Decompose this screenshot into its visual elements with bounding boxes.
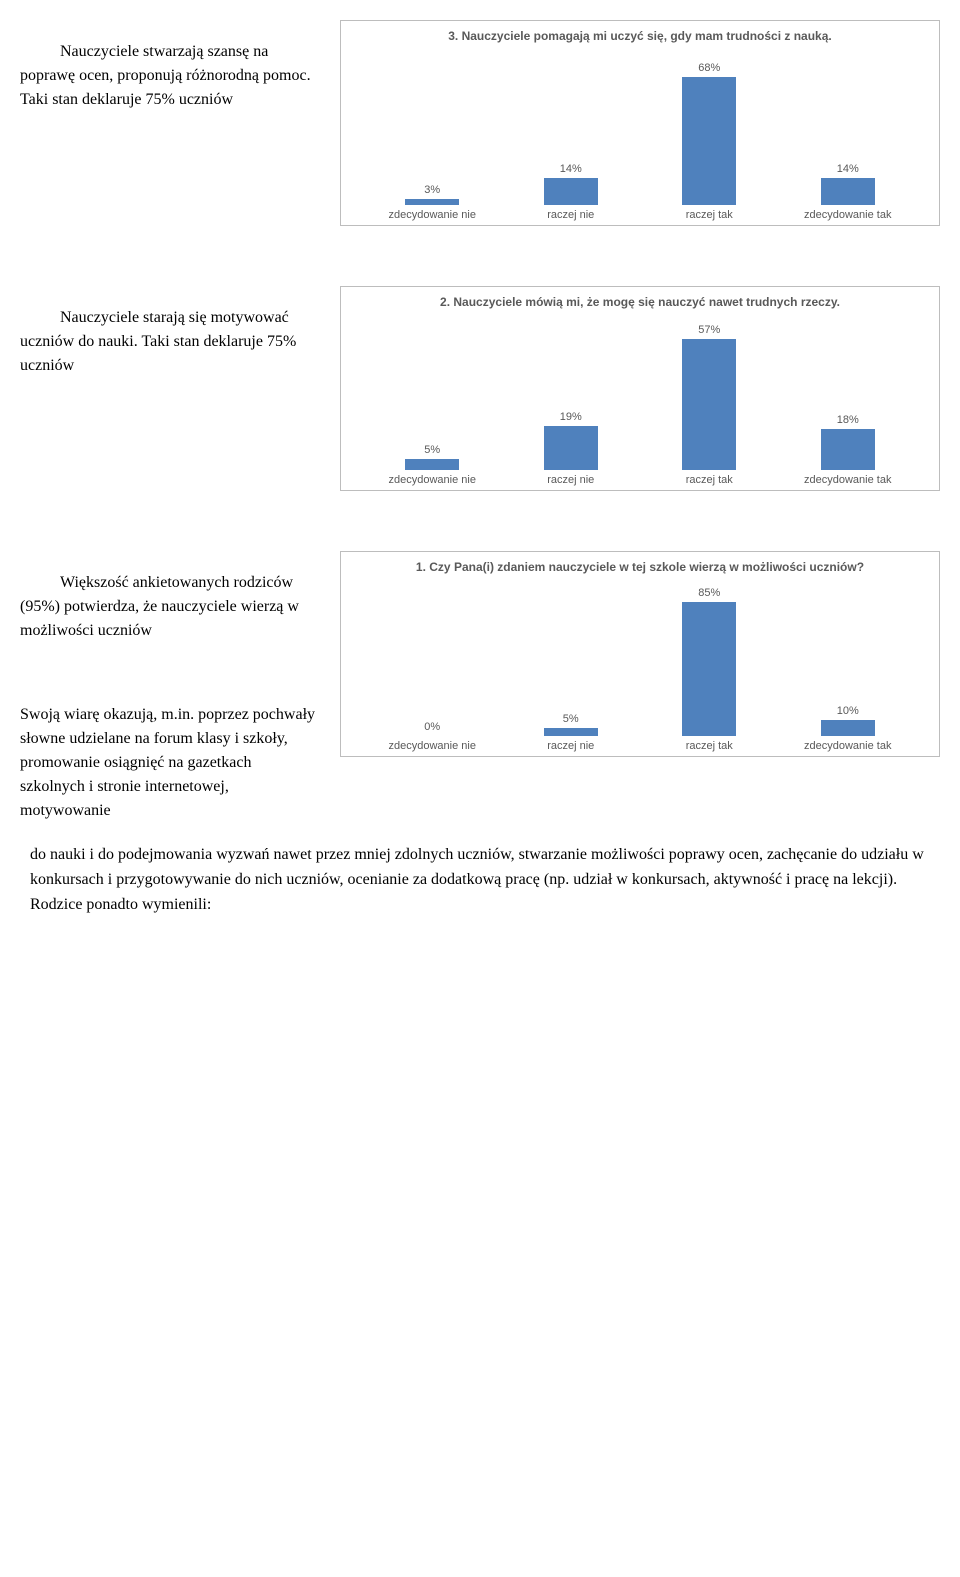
bar-group: 5% zdecydowanie nie <box>363 316 502 486</box>
bar-value-label: 5% <box>424 444 440 456</box>
bar <box>682 339 736 471</box>
bar-track: 19% <box>502 320 641 470</box>
bar-group: 57% raczej tak <box>640 316 779 486</box>
bar-track: 14% <box>502 55 641 205</box>
bar-value-label: 57% <box>698 324 720 336</box>
text-block-2: Nauczyciele starają się motywować ucznió… <box>0 286 340 378</box>
chart-col-2: 2. Nauczyciele mówią mi, że mogę się nau… <box>340 286 960 492</box>
bar-group: 68% raczej tak <box>640 51 779 221</box>
bar-group: 19% raczej nie <box>502 316 641 486</box>
plot-area: 3% zdecydowanie nie 14% raczej nie 68% raczej… <box>353 51 927 221</box>
bar-track: 0% <box>363 586 502 736</box>
text-block-1: Nauczyciele stwarzają szansę na poprawę … <box>0 20 340 112</box>
bar <box>682 602 736 736</box>
bottom-paragraph: do nauki i do podejmowania wyzwań nawet … <box>0 843 960 917</box>
bar <box>544 178 598 204</box>
category-label: zdecydowanie tak <box>804 209 891 221</box>
chart-col-3: 1. Czy Pana(i) zdaniem nauczyciele w tej… <box>340 551 960 757</box>
paragraph-3a: Większość ankietowanych rodziców (95%) p… <box>20 571 320 643</box>
bar-value-label: 3% <box>424 184 440 196</box>
bar-value-label: 0% <box>424 721 440 733</box>
paragraph-1: Nauczyciele stwarzają szansę na poprawę … <box>20 40 320 112</box>
chart-1: 1. Czy Pana(i) zdaniem nauczyciele w tej… <box>340 551 940 757</box>
bar-value-label: 19% <box>560 411 582 423</box>
row-1: Nauczyciele stwarzają szansę na poprawę … <box>0 20 960 226</box>
category-label: raczej tak <box>686 740 733 752</box>
bar-group: 3% zdecydowanie nie <box>363 51 502 221</box>
bar-track: 5% <box>363 320 502 470</box>
text-block-3: Większość ankietowanych rodziców (95%) p… <box>0 551 340 823</box>
bar-track: 68% <box>640 55 779 205</box>
bar <box>682 77 736 205</box>
bar-group: 18% zdecydowanie tak <box>779 316 918 486</box>
bar-value-label: 68% <box>698 62 720 74</box>
bar <box>544 728 598 736</box>
bar-track: 85% <box>640 586 779 736</box>
category-label: raczej tak <box>686 474 733 486</box>
paragraph-3b: Swoją wiarę okazują, m.in. poprzez pochw… <box>20 703 320 823</box>
bar <box>821 429 875 471</box>
category-label: zdecydowanie tak <box>804 474 891 486</box>
category-label: raczej nie <box>547 740 594 752</box>
chart-title: 1. Czy Pana(i) zdaniem nauczyciele w tej… <box>353 560 927 576</box>
bar-value-label: 85% <box>698 587 720 599</box>
bar-track: 5% <box>502 586 641 736</box>
chart-2: 2. Nauczyciele mówią mi, że mogę się nau… <box>340 286 940 492</box>
bar-track: 14% <box>779 55 918 205</box>
paragraph-2: Nauczyciele starają się motywować ucznió… <box>20 306 320 378</box>
bar-value-label: 10% <box>837 705 859 717</box>
row-3: Większość ankietowanych rodziców (95%) p… <box>0 551 960 823</box>
bar-value-label: 14% <box>837 163 859 175</box>
category-label: zdecydowanie nie <box>389 209 476 221</box>
bar <box>821 178 875 204</box>
bar-track: 57% <box>640 320 779 470</box>
category-label: raczej nie <box>547 474 594 486</box>
bar-group: 10% zdecydowanie tak <box>779 582 918 752</box>
bar-group: 14% zdecydowanie tak <box>779 51 918 221</box>
category-label: zdecydowanie nie <box>389 474 476 486</box>
plot-area: 0% zdecydowanie nie 5% raczej nie 85% raczej … <box>353 582 927 752</box>
bar <box>544 426 598 470</box>
bar-group: 0% zdecydowanie nie <box>363 582 502 752</box>
bar-value-label: 18% <box>837 414 859 426</box>
category-label: raczej tak <box>686 209 733 221</box>
chart-3: 3. Nauczyciele pomagają mi uczyć się, gd… <box>340 20 940 226</box>
row-2: Nauczyciele starają się motywować ucznió… <box>0 286 960 492</box>
bar-value-label: 14% <box>560 163 582 175</box>
chart-title: 3. Nauczyciele pomagają mi uczyć się, gd… <box>353 29 927 45</box>
category-label: zdecydowanie nie <box>389 740 476 752</box>
plot-area: 5% zdecydowanie nie 19% raczej nie 57% raczej… <box>353 316 927 486</box>
chart-title: 2. Nauczyciele mówią mi, że mogę się nau… <box>353 295 927 311</box>
bar-value-label: 5% <box>563 713 579 725</box>
bar-group: 5% raczej nie <box>502 582 641 752</box>
bar <box>405 459 459 471</box>
bar-group: 85% raczej tak <box>640 582 779 752</box>
category-label: raczej nie <box>547 209 594 221</box>
category-label: zdecydowanie tak <box>804 740 891 752</box>
bar-track: 18% <box>779 320 918 470</box>
bar-track: 10% <box>779 586 918 736</box>
chart-col-1: 3. Nauczyciele pomagają mi uczyć się, gd… <box>340 20 960 226</box>
bar-track: 3% <box>363 55 502 205</box>
bar <box>405 199 459 205</box>
bar <box>821 720 875 736</box>
bar-group: 14% raczej nie <box>502 51 641 221</box>
